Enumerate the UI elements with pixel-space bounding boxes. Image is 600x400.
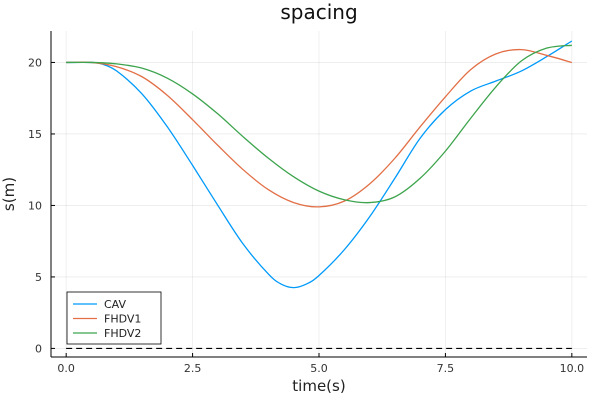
y-axis-label: s(m) (0, 177, 18, 211)
legend-label-cav: CAV (104, 298, 127, 311)
x-tick-label-1: 2.5 (184, 362, 202, 375)
legend-label-fhdv1: FHDV1 (104, 313, 141, 326)
series-line-fhdv2 (66, 44, 572, 204)
x-tick-label-2: 5.0 (310, 362, 328, 375)
x-tick-label-4: 10.0 (560, 362, 585, 375)
series-line-cav (66, 40, 573, 289)
series-line-fhdv1 (66, 48, 573, 208)
y-tick-label-2: 10 (28, 199, 42, 212)
y-tick-label-4: 20 (28, 56, 42, 69)
x-tick-label-3: 7.5 (437, 362, 455, 375)
chart-title: spacing (280, 0, 357, 24)
series-lines (66, 40, 573, 289)
y-tick-label-3: 15 (28, 128, 42, 141)
x-axis-label: time(s) (292, 377, 345, 395)
y-tick-label-0: 0 (35, 342, 42, 355)
x-axis-ticks: 0.0 2.5 5.0 7.5 10.0 (57, 353, 584, 375)
y-axis-ticks: 0 5 10 15 20 (28, 56, 55, 355)
y-tick-label-1: 5 (35, 271, 42, 284)
x-tick-label-0: 0.0 (57, 362, 75, 375)
legend-label-fhdv2: FHDV2 (104, 327, 141, 340)
